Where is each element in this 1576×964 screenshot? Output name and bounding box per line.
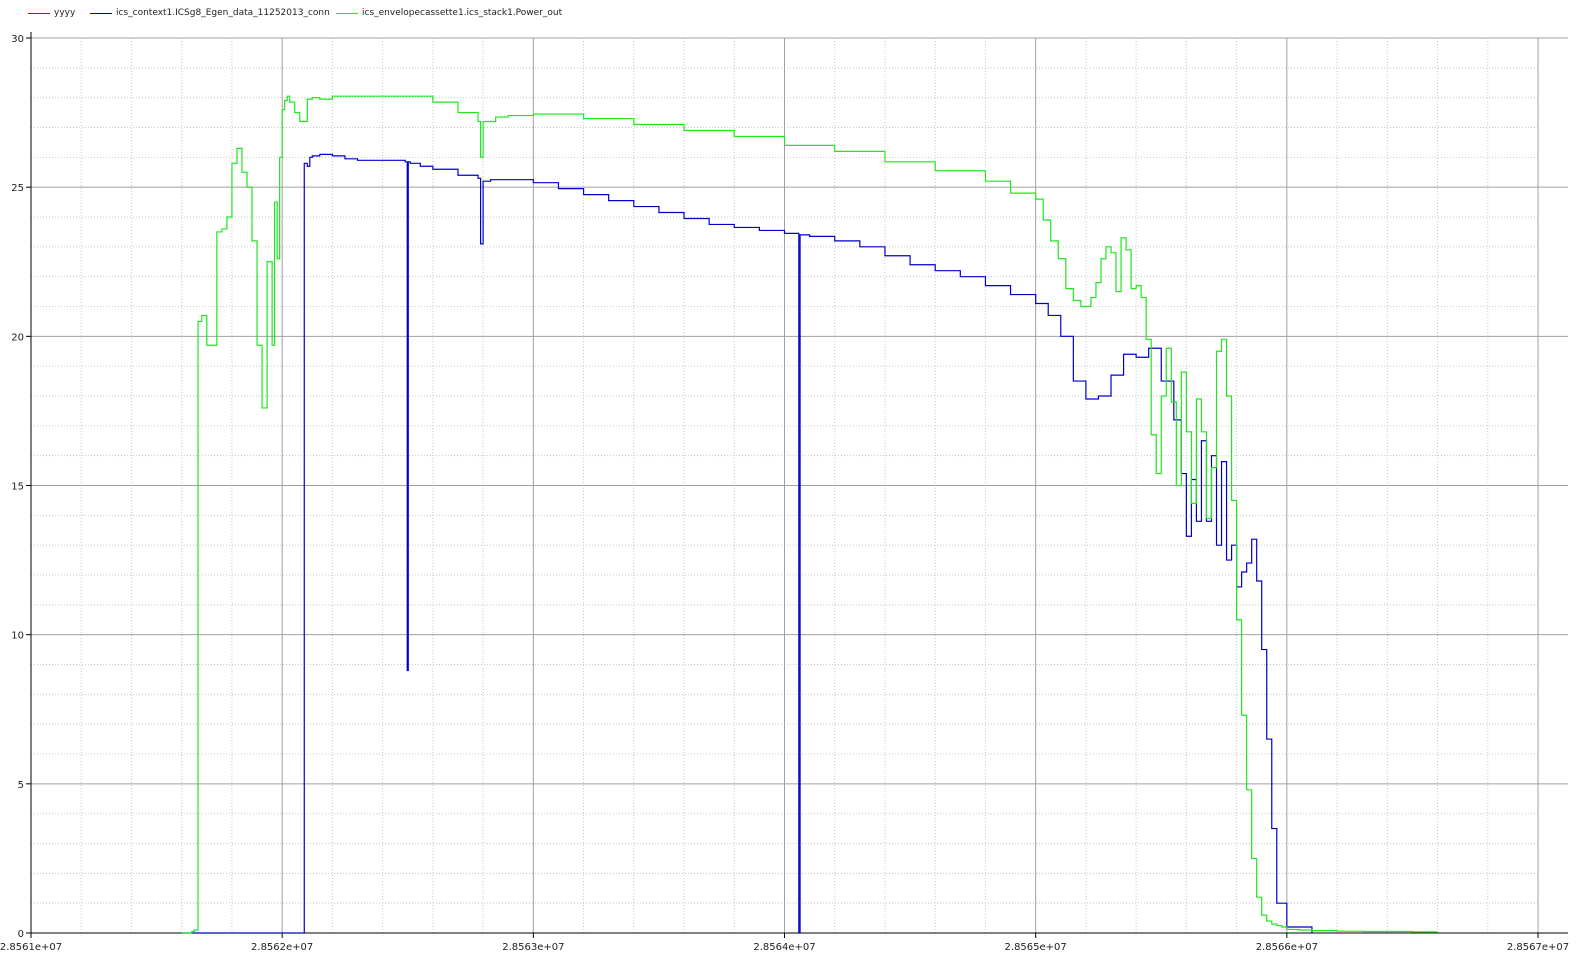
tick-labels: 2.8561e+07 2.8562e+07 2.8563e+07 2.8564e+07…: [0, 34, 1569, 953]
chart-legend: yyyy ics_context1.ICSg8_Egen_data_112520…: [0, 0, 1576, 30]
y-tick-label: 0: [18, 929, 24, 940]
y-tick-label: 20: [11, 332, 24, 343]
legend-swatch-blue: [90, 12, 112, 14]
legend-swatch-red: [28, 12, 50, 14]
legend-item-egen-conn: ics_context1.ICSg8_Egen_data_11252013_co…: [90, 6, 330, 20]
x-tick-label: 2.8561e+07: [0, 942, 62, 953]
y-tick-label: 25: [11, 183, 24, 194]
legend-swatch-green: [336, 12, 358, 14]
x-tick-label: 2.8567e+07: [1507, 942, 1569, 953]
legend-label: ics_context1.ICSg8_Egen_data_11252013_co…: [116, 8, 330, 18]
legend-label: ics_envelopecassette1.ics_stack1.Power_o…: [362, 8, 563, 18]
series-line-1: [181, 153, 1313, 934]
y-tick-label: 30: [11, 34, 24, 45]
x-tick-label: 2.8566e+07: [1256, 942, 1318, 953]
legend-item-yyyy: yyyy: [28, 6, 75, 20]
legend-item-power-out: ics_envelopecassette1.ics_stack1.Power_o…: [336, 6, 562, 20]
y-tick-label: 5: [18, 780, 24, 791]
series-layer: [181, 95, 1438, 934]
x-tick-label: 2.8565e+07: [1005, 942, 1067, 953]
x-tick-label: 2.8564e+07: [753, 942, 815, 953]
x-tick-label: 2.8562e+07: [251, 942, 313, 953]
x-tick-label: 2.8563e+07: [502, 942, 564, 953]
y-tick-label: 15: [11, 482, 24, 493]
legend-label: yyyy: [54, 8, 76, 18]
y-tick-label: 10: [11, 631, 24, 642]
series-line-2: [181, 95, 1438, 934]
